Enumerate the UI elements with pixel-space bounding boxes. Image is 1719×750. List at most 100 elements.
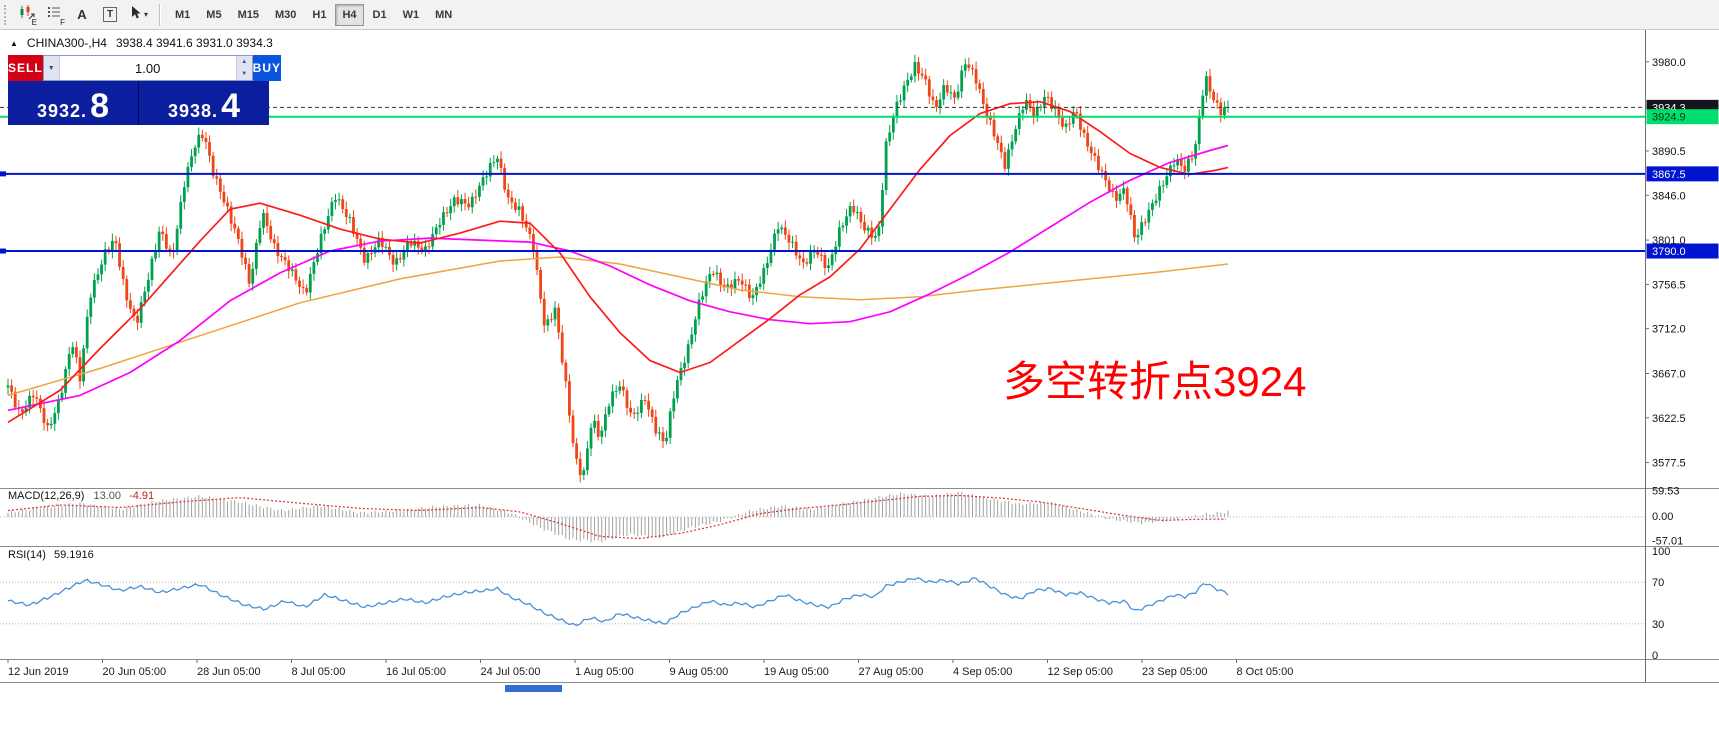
candlestick-chart-icon [18,4,35,26]
toolbar-icon-group: E F A T ▾ [12,3,152,27]
time-axis-label: 16 Jul 05:00 [386,666,446,678]
timeframe-button-h1[interactable]: H1 [312,8,327,21]
indicators-button[interactable]: E [13,3,39,27]
time-axis-label: 8 Oct 05:00 [1237,666,1294,678]
volume-decrease-button[interactable]: ▼ [236,68,252,80]
volume-dropdown-button[interactable]: ▼ [43,56,60,80]
candles-layer [6,54,1230,483]
rsi-line [7,576,1229,627]
timeframe-button-w1[interactable]: W1 [402,8,420,21]
price-scale-label: 3577.5 [1652,458,1686,470]
price-scale-label: 3846.0 [1652,190,1686,202]
ma-fast-red-line [7,100,1229,424]
volume-increase-button[interactable]: ▲ [236,56,252,68]
chart-symbol-period: CHINA300-,H4 [26,36,107,50]
rsi-value: 59.1916 [53,549,94,561]
chart-header: ▲ CHINA300-,H4 3938.4 3941.6 3931.0 3934… [10,36,273,50]
rsi-scale-label: 70 [1652,577,1664,589]
time-axis-label: 19 Aug 05:00 [764,666,829,678]
time-axis-label: 1 Aug 05:00 [575,666,634,678]
bottom-strip [0,683,1719,750]
ma-slow-orange-line [7,256,1229,397]
macd-scale-label: 0.00 [1652,511,1673,523]
price-tag-3924.9 [1646,109,1719,125]
buy-price-display[interactable]: 3938. 4 [139,81,269,125]
timeframe-button-mn[interactable]: MN [435,8,453,21]
price-tag-3867.5 [1646,166,1719,182]
volume-box: ▼ ▲ ▼ [42,55,253,81]
timeframe-button-m30[interactable]: M30 [274,8,297,21]
timeframe-button-m5[interactable]: M5 [206,8,222,21]
volume-spinner: ▲ ▼ [235,56,252,80]
collapse-arrow-icon[interactable]: ▲ [10,38,18,48]
candlestick-chart-icon-badge: E [31,17,37,27]
volume-input[interactable] [59,56,236,80]
price-scale-label: 3801.0 [1652,235,1686,247]
rsi-indicator-label: RSI(14) 59.1916 [8,549,94,561]
line-edge-handle [0,248,6,254]
objects-list-icon-badge: F [60,17,65,27]
time-axis-label: 27 Aug 05:00 [859,666,924,678]
price-scale-label: 3712.0 [1652,324,1686,336]
dropdown-caret-icon: ▾ [144,10,149,19]
timeframe-toolbar: M1 M5 M15 M30 H1 H4 D1 W1 MN [167,3,460,26]
bottom-strip-accent [505,685,562,692]
macd-scale-label: 59.53 [1652,485,1680,497]
time-axis-label: 4 Sep 05:00 [953,666,1012,678]
trade-controls-row: SELL ▼ ▲ ▼ BUY [8,55,282,81]
price-tag-3790.0 [1646,243,1719,259]
time-axis-label: 23 Sep 05:00 [1142,666,1207,678]
price-scale-label: 3980.0 [1652,57,1686,69]
objects-list-icon [46,4,62,25]
time-axis-label: 24 Jul 05:00 [481,666,541,678]
macd-scale-label: -57.01 [1652,536,1683,548]
time-axis-label: 20 Jun 05:00 [103,666,167,678]
sell-button[interactable]: SELL [8,55,43,81]
chart-annotation-text[interactable]: 多空转折点3924 [1003,358,1307,405]
price-scale-label: 3622.5 [1652,413,1686,425]
buy-button[interactable]: BUY [252,55,282,81]
macd-main-value: 13.00 [93,490,122,502]
timeframe-button-m15[interactable]: M15 [237,8,259,21]
time-axis-label: 9 Aug 05:00 [670,666,729,678]
timeframe-button-h4[interactable]: H4 [335,3,364,26]
objects-list-button[interactable]: F [41,3,67,27]
ma-mid-magenta-line [7,144,1229,412]
text-box-button[interactable]: T [97,3,123,27]
macd-signal-line [7,494,1226,540]
rsi-scale-label: 100 [1652,546,1670,558]
text-label-button[interactable]: A [69,3,95,27]
letter-a-icon: A [77,7,87,22]
time-axis-label: 8 Jul 05:00 [292,666,346,678]
toolbar: E F A T ▾ M1 M5 M15 M30 H1 H4 D1 W1 MN [0,0,1719,30]
draw-cursor-icon [128,5,142,25]
toolbar-grip [4,4,8,25]
time-axis-label: 28 Jun 05:00 [197,666,261,678]
toolbar-separator [159,3,161,26]
one-click-trading-panel: SELL ▼ ▲ ▼ BUY 3932. 8 3938. 4 [8,55,282,125]
price-scale-label: 3890.5 [1652,146,1686,158]
buy-price-pip: 4 [221,86,240,125]
timeframe-button-d1[interactable]: D1 [372,8,387,21]
draw-tools-button[interactable]: ▾ [125,3,151,27]
price-tag-label: 3924.9 [1652,112,1686,124]
macd-name: MACD(12,26,9) [8,490,85,502]
rsi-name: RSI(14) [8,549,46,561]
rsi-scale-label: 0 [1652,650,1658,662]
chart-ohlc-values: 3938.4 3941.6 3931.0 3934.3 [115,36,273,50]
letter-t-icon: T [102,7,118,22]
macd-indicator-label: MACD(12,26,9) 13.00 -4.91 [8,490,154,502]
sell-price-main: 3932. [37,101,88,121]
price-scale-label: 3667.0 [1652,368,1686,380]
time-axis-label: 12 Jun 2019 [8,666,69,678]
price-tag-label: 3867.5 [1652,169,1686,181]
time-axis-label: 12 Sep 05:00 [1048,666,1113,678]
price-tag-label: 3790.0 [1652,246,1686,258]
timeframe-button-m1[interactable]: M1 [175,8,191,21]
macd-signal-value: -4.91 [129,490,155,502]
sell-price-display[interactable]: 3932. 8 [8,81,139,125]
sell-price-pip: 8 [90,86,109,125]
line-edge-handle [0,171,6,177]
